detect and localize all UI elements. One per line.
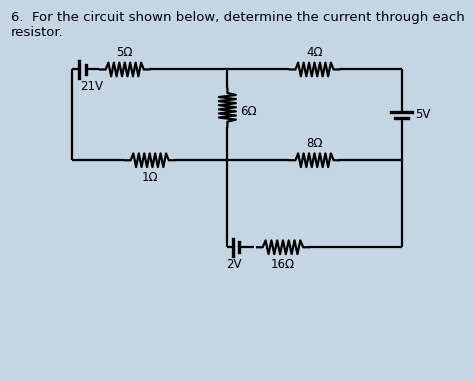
Text: 16Ω: 16Ω — [271, 258, 295, 271]
Text: 2V: 2V — [226, 258, 241, 271]
Text: 1Ω: 1Ω — [141, 171, 158, 184]
Text: 21V: 21V — [81, 80, 103, 93]
Text: 8Ω: 8Ω — [306, 137, 323, 150]
Text: 6.  For the circuit shown below, determine the current through each resistor.: 6. For the circuit shown below, determin… — [11, 11, 465, 39]
Text: 4Ω: 4Ω — [306, 46, 323, 59]
Text: 5Ω: 5Ω — [117, 46, 133, 59]
Text: 5V: 5V — [415, 108, 430, 122]
Text: 6Ω: 6Ω — [240, 104, 256, 118]
